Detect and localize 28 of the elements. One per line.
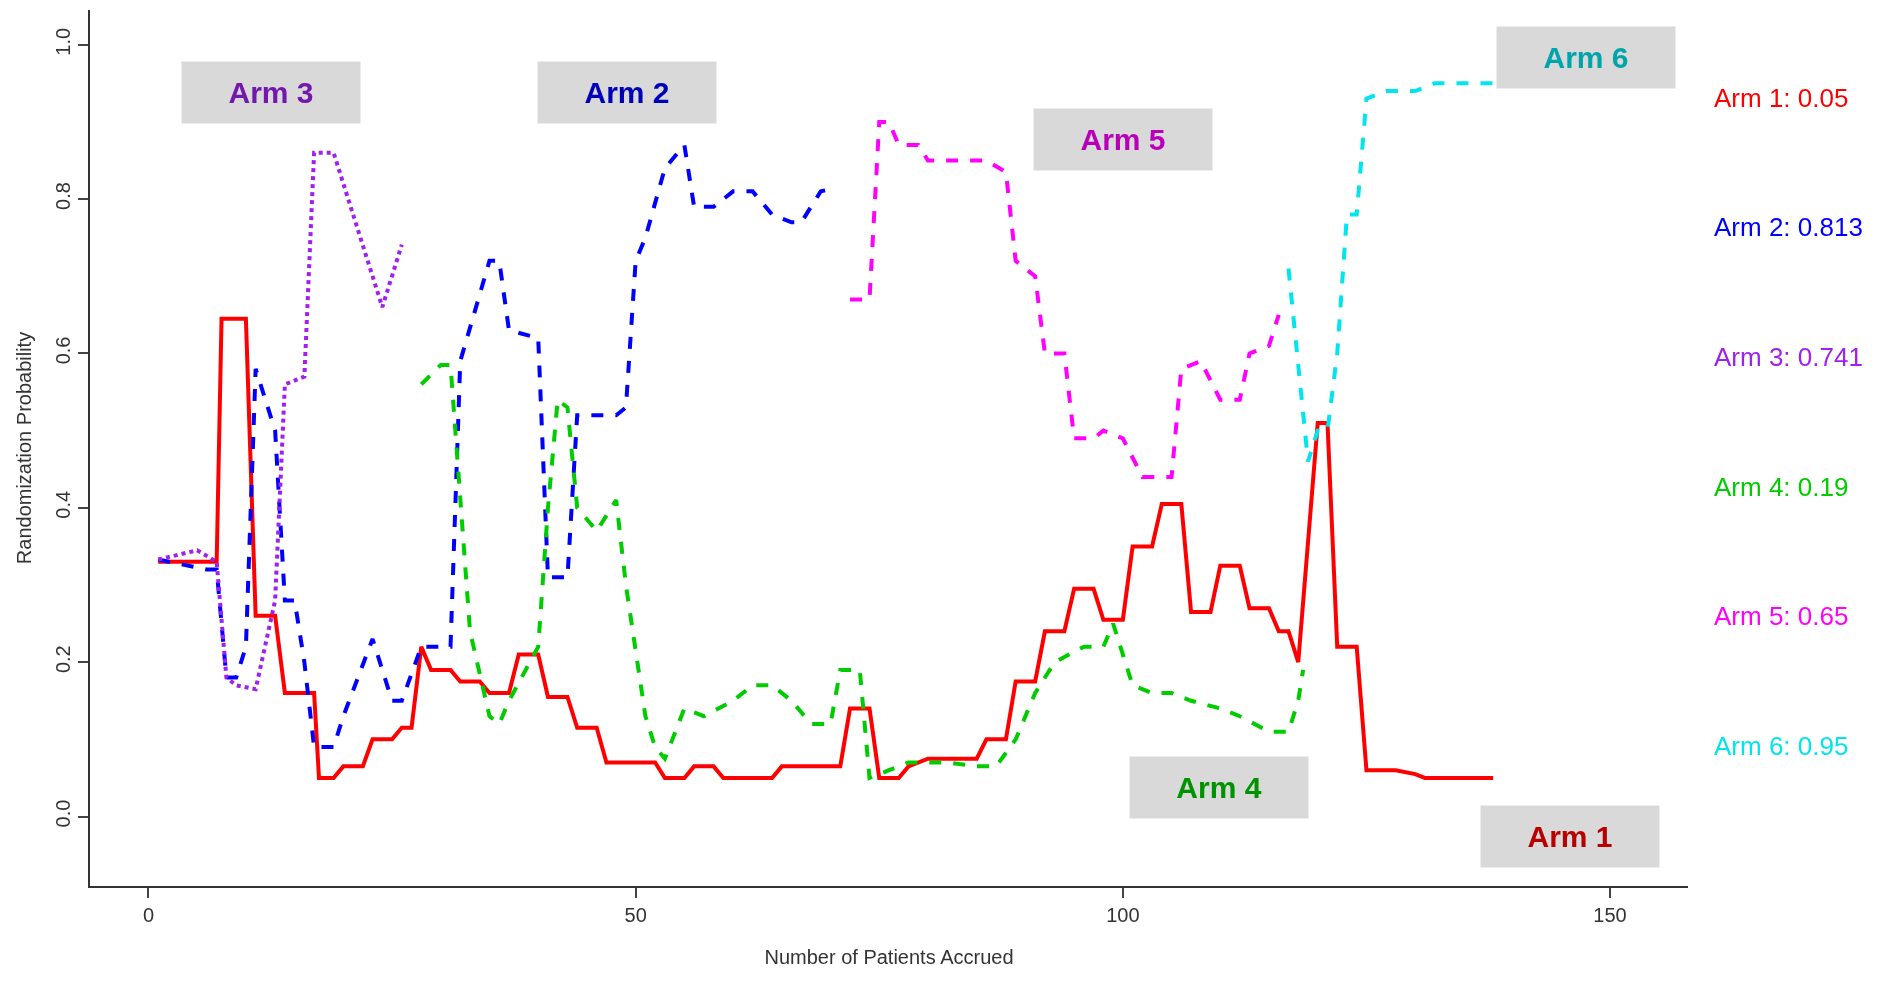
text: Arm 2: 0.813 — [1714, 212, 1863, 242]
y-tick-label: 0.8 — [52, 182, 74, 210]
y-tick-label: 0.4 — [52, 490, 74, 519]
text: Arm 4: 0.19 — [1714, 472, 1849, 502]
text: Arm 6: 0.95 — [1714, 731, 1849, 761]
text: Arm 1: 0.05 — [1714, 83, 1849, 113]
line-series — [848, 119, 1281, 479]
line-series — [156, 316, 1496, 780]
x-tick-label: 0 — [142, 904, 155, 926]
text: Arm 5: 0.65 — [1714, 601, 1849, 631]
text: Arm 3: 0.741 — [1714, 342, 1863, 372]
line-series — [156, 150, 404, 692]
text: Arm 5 — [1080, 123, 1166, 156]
series-label: Arm 3 — [228, 76, 314, 109]
series-label: Arm 4 — [1176, 771, 1262, 804]
y-axis-title: Randomization Probability — [13, 331, 35, 565]
y-tick-label: 0.0 — [52, 799, 74, 828]
x-tick-label: 100 — [1106, 904, 1140, 926]
x-tick-label: 150 — [1593, 904, 1627, 926]
y-tick-label: 0.6 — [52, 336, 74, 365]
x-tick-label: 50 — [624, 904, 647, 926]
series-label: Arm 6 — [1543, 41, 1629, 74]
y-tick-label: 0.2 — [52, 645, 74, 674]
x-axis-title: Number of Patients Accrued — [764, 946, 1014, 968]
line-series — [419, 363, 1306, 780]
series-label: Arm 1 — [1527, 820, 1613, 853]
series-label: Arm 2 — [584, 76, 670, 109]
y-tick-label: 1.0 — [52, 27, 74, 56]
